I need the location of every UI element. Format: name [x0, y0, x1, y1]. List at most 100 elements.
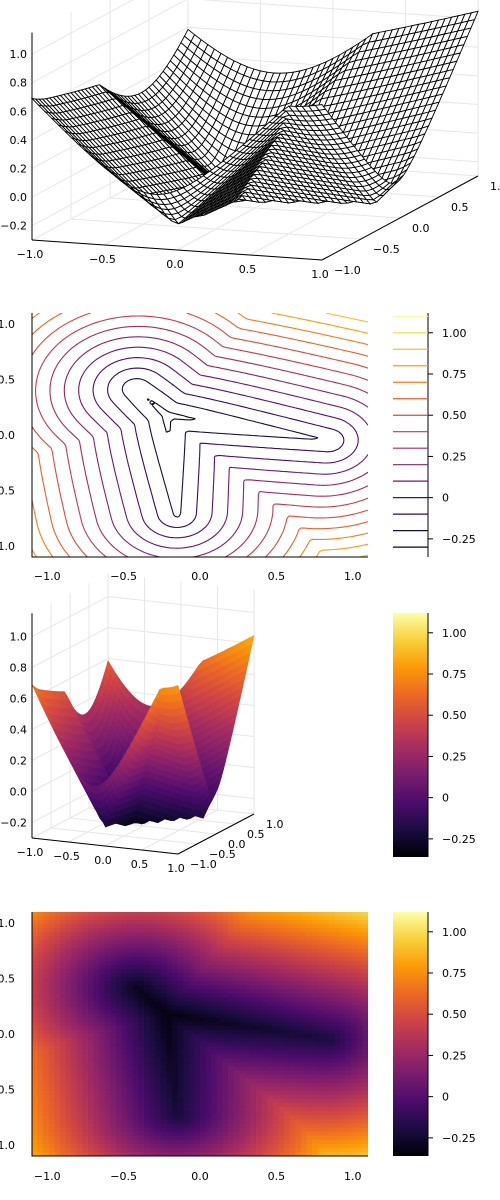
heatmap-cell — [295, 973, 302, 978]
heatmap-cell — [312, 977, 319, 982]
heatmap-cell — [93, 944, 100, 950]
heatmap-cell — [71, 964, 78, 970]
heatmap-cell — [172, 981, 179, 986]
heatmap-cell — [211, 989, 218, 994]
heatmap-cell — [317, 952, 324, 958]
heatmap-cell — [82, 916, 89, 921]
heatmap-cell — [312, 916, 319, 921]
heatmap-cell — [300, 956, 307, 962]
heatmap-cell — [356, 916, 363, 921]
heatmap-cell — [261, 973, 268, 978]
heatmap-cell — [211, 944, 218, 950]
heatmap-cell — [88, 940, 95, 946]
heatmap-cell — [323, 985, 330, 990]
heatmap-cell — [177, 920, 184, 925]
heatmap-cell — [155, 912, 162, 917]
heatmap-cell — [65, 944, 72, 950]
heatmap-cell — [239, 981, 246, 986]
heatmap-cell — [71, 997, 78, 1003]
heatmap-cell — [278, 960, 285, 966]
surface-colorbar — [393, 613, 428, 857]
heatmap-cell — [216, 977, 223, 982]
heatmap-cell — [194, 940, 201, 946]
heatmap-cell — [351, 964, 358, 970]
heatmap-cell — [272, 960, 279, 966]
heatmap-cell — [261, 936, 268, 942]
heatmap-cell — [312, 948, 319, 954]
heatmap-cell — [177, 936, 184, 942]
heatmap-cell — [222, 944, 229, 950]
heatmap-cell — [132, 993, 139, 998]
heatmap-cell — [250, 928, 257, 933]
heatmap-cell — [88, 997, 95, 1003]
heatmap-cell — [121, 960, 128, 966]
heatmap-cell — [116, 973, 123, 978]
heatmap-cell — [356, 912, 363, 917]
heatmap-cell — [300, 968, 307, 974]
heatmap-cell — [351, 944, 358, 950]
heatmap-cell — [205, 964, 212, 970]
heatmap-cell — [127, 936, 134, 942]
heatmap-cell — [166, 924, 173, 929]
heatmap-cell — [149, 968, 156, 974]
heatmap-cell — [37, 968, 44, 974]
surface-x-tick: −1.0 — [17, 248, 44, 261]
heatmap-cell — [256, 981, 263, 986]
heatmap-cell — [351, 920, 358, 925]
heatmap-cell — [356, 977, 363, 982]
heatmap-cell — [222, 912, 229, 917]
heatmap-cell — [127, 964, 134, 970]
heatmap-cell — [188, 960, 195, 966]
heatmap-cell — [194, 952, 201, 958]
heatmap-cell — [60, 960, 67, 966]
heatmap-cell — [104, 973, 111, 978]
heatmap-cell — [110, 956, 117, 962]
heatmap-cell — [48, 948, 55, 954]
heatmap-cell — [183, 912, 190, 917]
heatmap-cell — [183, 932, 190, 937]
heatmap-cell — [110, 989, 117, 994]
heatmap-cell — [356, 989, 363, 994]
heatmap-cell — [295, 989, 302, 994]
heatmap-cell — [121, 920, 128, 925]
heatmap-cell — [345, 928, 352, 933]
contour-colorbar-label: 0.75 — [442, 368, 467, 381]
contour-colorbar-label: 0.25 — [442, 450, 467, 463]
heatmap-cell — [88, 973, 95, 978]
heatmap-cell — [155, 936, 162, 942]
contour-x-tick: 0.5 — [268, 570, 286, 583]
surface-y-tick: −0.5 — [209, 848, 236, 861]
heatmap-cell — [233, 985, 240, 990]
heatmap-cell — [144, 973, 151, 978]
heatmap-cell — [244, 912, 251, 917]
heatmap-cell — [345, 977, 352, 982]
heatmap-cell — [166, 989, 173, 994]
heatmap-cell — [177, 968, 184, 974]
heatmap-cell — [160, 920, 167, 925]
heatmap-cell — [76, 956, 83, 962]
heatmap-cell — [76, 912, 83, 917]
heatmap-cell — [54, 981, 61, 986]
heatmap-cell — [340, 993, 347, 998]
heatmap-cell — [194, 968, 201, 974]
heatmap-cell — [155, 993, 162, 998]
heatmap-cell — [32, 973, 39, 978]
heatmap-cell — [48, 956, 55, 962]
heatmap-cell — [362, 952, 368, 958]
heatmap-cell — [205, 956, 212, 962]
heatmap-cell — [71, 944, 78, 950]
heatmap-cell — [155, 944, 162, 950]
heatmap-cell — [172, 932, 179, 937]
heatmap-cell — [76, 928, 83, 933]
heatmap-cell — [272, 985, 279, 990]
heatmap-cell — [54, 912, 61, 917]
heatmap-cell — [323, 932, 330, 937]
heatmap-cell — [278, 981, 285, 986]
heatmap-cell — [211, 924, 218, 929]
heatmap-cell — [110, 952, 117, 958]
heatmap-cell — [71, 993, 78, 998]
heatmap-cell — [261, 940, 268, 946]
heatmap-cell — [306, 912, 313, 917]
heatmap-cell — [93, 920, 100, 925]
heatmap-cell — [228, 944, 235, 950]
